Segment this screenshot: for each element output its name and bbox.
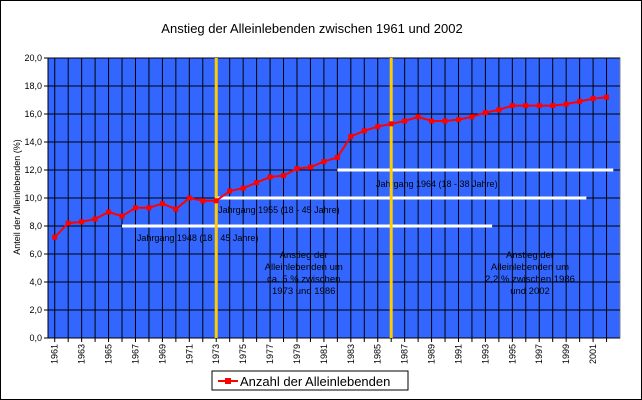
x-tick-label: 1967 (130, 344, 140, 364)
data-point (590, 96, 596, 102)
x-tick-label: 1971 (184, 344, 194, 364)
vertical-markers (214, 58, 393, 338)
x-tick-label: 1985 (373, 344, 383, 364)
y-tick-label: 6,0 (29, 249, 42, 259)
y-tick-label: 16,0 (24, 109, 42, 119)
data-point (496, 107, 502, 113)
x-tick-label: 1989 (427, 344, 437, 364)
data-point (200, 198, 206, 204)
data-point (79, 219, 85, 225)
annotation-line: Anstieg der (506, 250, 554, 261)
legend-swatch-marker (225, 378, 231, 384)
data-point (604, 94, 610, 100)
data-point (334, 154, 340, 160)
data-point (173, 206, 179, 212)
data-point (146, 205, 152, 211)
x-tick-labels: 1961 1963 1965 1967 1969 1971 1973 1975 1977 1979… (50, 338, 608, 364)
gridlines (47, 57, 620, 339)
x-tick-label: 1979 (292, 344, 302, 364)
y-tick-label: 12,0 (24, 165, 42, 175)
data-point (348, 133, 354, 139)
data-point (65, 220, 71, 226)
data-point (536, 103, 542, 109)
legend-box (211, 370, 409, 391)
data-point (509, 103, 515, 109)
x-tick-label: 1995 (507, 344, 517, 364)
x-tick-label: 1977 (265, 344, 275, 364)
data-point (375, 124, 381, 130)
x-tick-label: 1969 (157, 344, 167, 364)
data-point (469, 114, 475, 120)
cohort-band-label: Jahrgang 1964 (18 - 38 Jahre) (376, 179, 498, 189)
annotation-line: ca. 5 % zwischen (267, 274, 340, 285)
y-tick-label: 4,0 (29, 277, 42, 287)
data-point (455, 117, 461, 123)
cohort-bands: Jahrgang 1948 (18 - 45 Jahre) Jahrgang 19… (122, 168, 614, 243)
data-point (159, 201, 165, 207)
data-point (294, 166, 300, 172)
data-point (550, 103, 556, 109)
x-tick-label: 1987 (400, 344, 410, 364)
y-axis-label: Anteil der Alleinlebenden (%) (12, 139, 22, 255)
data-point (402, 118, 408, 124)
x-tick-label: 1997 (534, 344, 544, 364)
y-tick-label: 0,0 (29, 333, 42, 343)
x-tick-label: 1999 (561, 344, 571, 364)
cohort-band-label: Jahrgang 1948 (18 - 45 Jahre) (137, 233, 259, 243)
data-point (563, 101, 569, 107)
y-tick-label: 8,0 (29, 221, 42, 231)
y-tick-label: 10,0 (24, 193, 42, 203)
data-point (577, 98, 583, 104)
legend-label: Anzahl der Alleinlebenden (240, 374, 390, 389)
y-tick-label: 18,0 (24, 81, 42, 91)
data-point (361, 128, 367, 134)
x-tick-label: 1983 (346, 344, 356, 364)
x-tick-label: 1981 (319, 344, 329, 364)
data-point (388, 121, 394, 127)
x-tick-label: 1961 (50, 344, 60, 364)
chart-title: Anstieg der Alleinlebenden zwischen 1961… (161, 21, 462, 36)
data-point (307, 164, 313, 170)
data-point (267, 174, 273, 180)
data-point (92, 216, 98, 222)
y-tick-label: 2,0 (29, 305, 42, 315)
x-tick-label: 1993 (480, 344, 490, 364)
data-point (132, 205, 138, 211)
annotation-line: und 2002 (510, 286, 550, 297)
data-point (186, 195, 192, 201)
y-tick-label: 20,0 (24, 53, 42, 63)
y-tick-label: 14,0 (24, 137, 42, 147)
annotation-line: 1973 und 1986 (272, 286, 335, 297)
annotation-line: Alleinlebenden um (491, 262, 569, 273)
data-point (281, 173, 287, 179)
data-point (227, 188, 233, 194)
data-point (442, 118, 448, 124)
legend: Anzahl der Alleinlebenden (211, 370, 409, 391)
data-point (254, 180, 260, 186)
annotation-line: Anstieg der (280, 250, 328, 261)
data-point (415, 114, 421, 120)
x-tick-label: 1973 (211, 344, 221, 364)
data-point (321, 159, 327, 165)
x-tick-label: 1963 (77, 344, 87, 364)
data-point (213, 198, 219, 204)
annotation-line: 2,2 % zwischen 1986 (485, 274, 575, 285)
data-point (119, 213, 125, 219)
x-tick-label: 1991 (453, 344, 463, 364)
data-point (52, 234, 58, 240)
x-tick-label: 1975 (238, 344, 248, 364)
x-tick-label: 1965 (104, 344, 114, 364)
data-point (240, 185, 246, 191)
annotation-line: Alleinlebenden um (265, 262, 343, 273)
series-points (52, 94, 610, 240)
x-tick-label: 2001 (588, 344, 598, 364)
cohort-band-label: Jahrgang 1955 (18 - 45 Jahre) (218, 205, 340, 215)
y-tick-labels: 0,0 2,0 4,0 6,0 8,0 10,0 12,0 14,0 16,0 18,0 20,0 (24, 53, 48, 343)
data-point (106, 209, 112, 215)
data-point (429, 118, 435, 124)
data-point (482, 110, 488, 116)
data-point (523, 103, 529, 109)
